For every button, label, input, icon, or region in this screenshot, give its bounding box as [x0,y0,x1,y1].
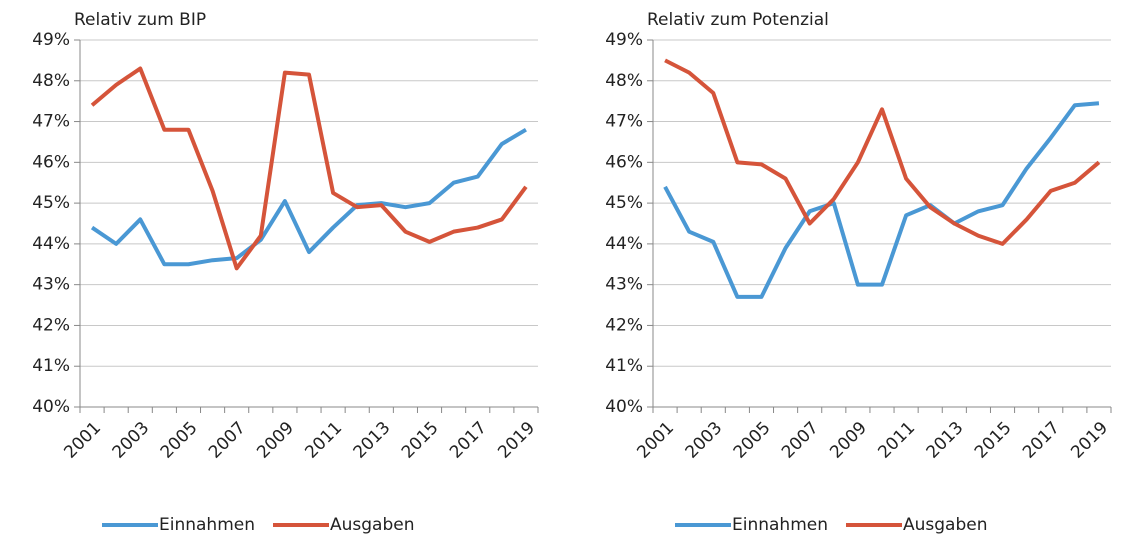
y-tick-label: 40% [605,397,643,417]
x-tick-label: 2003 [109,418,154,463]
x-tick-label: 2007 [205,418,250,463]
x-tick-label: 2009 [253,418,298,463]
x-tick-label: 2017 [446,418,491,463]
x-tick-label: 2011 [301,418,346,463]
x-tick-label: 2017 [1019,418,1064,463]
y-tick-label: 43% [32,275,70,295]
legend-label: Einnahmen [732,515,828,535]
y-tick-label: 47% [605,112,643,132]
legend-label: Ausgaben [903,515,988,535]
x-tick-label: 2005 [730,418,775,463]
y-tick-label: 41% [32,356,70,376]
x-tick-label: 2019 [1067,418,1112,463]
y-tick-label: 49% [605,30,643,50]
y-tick-label: 46% [605,152,643,172]
x-tick-label: 2001 [60,418,105,463]
data-line [663,101,1100,299]
data-line [664,58,1101,246]
data-line [90,127,527,267]
y-tick-label: 47% [32,112,70,132]
y-tick-label: 43% [605,275,643,295]
chart-title: Relativ zum BIP [74,10,206,30]
y-tick-label: 48% [32,71,70,91]
chart-title: Relativ zum Potenzial [647,10,829,30]
x-tick-label: 2009 [826,418,871,463]
x-tick-label: 2003 [682,418,727,463]
y-tick-label: 45% [605,193,643,213]
y-tick-label: 46% [32,152,70,172]
y-tick-label: 44% [605,234,643,254]
x-tick-label: 2013 [350,418,395,463]
y-tick-label: 45% [32,193,70,213]
x-tick-label: 2015 [971,418,1016,463]
x-tick-label: 2005 [157,418,202,463]
y-tick-label: 42% [32,315,70,335]
y-tick-label: 48% [605,71,643,91]
x-tick-label: 2011 [874,418,919,463]
y-tick-label: 42% [605,315,643,335]
x-tick-label: 2001 [633,418,678,463]
y-tick-label: 49% [32,30,70,50]
data-line [90,66,528,271]
x-tick-label: 2013 [923,418,968,463]
y-tick-label: 44% [32,234,70,254]
legend-label: Ausgaben [330,515,415,535]
x-tick-label: 2015 [398,418,443,463]
legend-label: Einnahmen [159,515,255,535]
x-tick-label: 2007 [778,418,823,463]
y-tick-label: 41% [605,356,643,376]
y-tick-label: 40% [32,397,70,417]
x-tick-label: 2019 [494,418,539,463]
